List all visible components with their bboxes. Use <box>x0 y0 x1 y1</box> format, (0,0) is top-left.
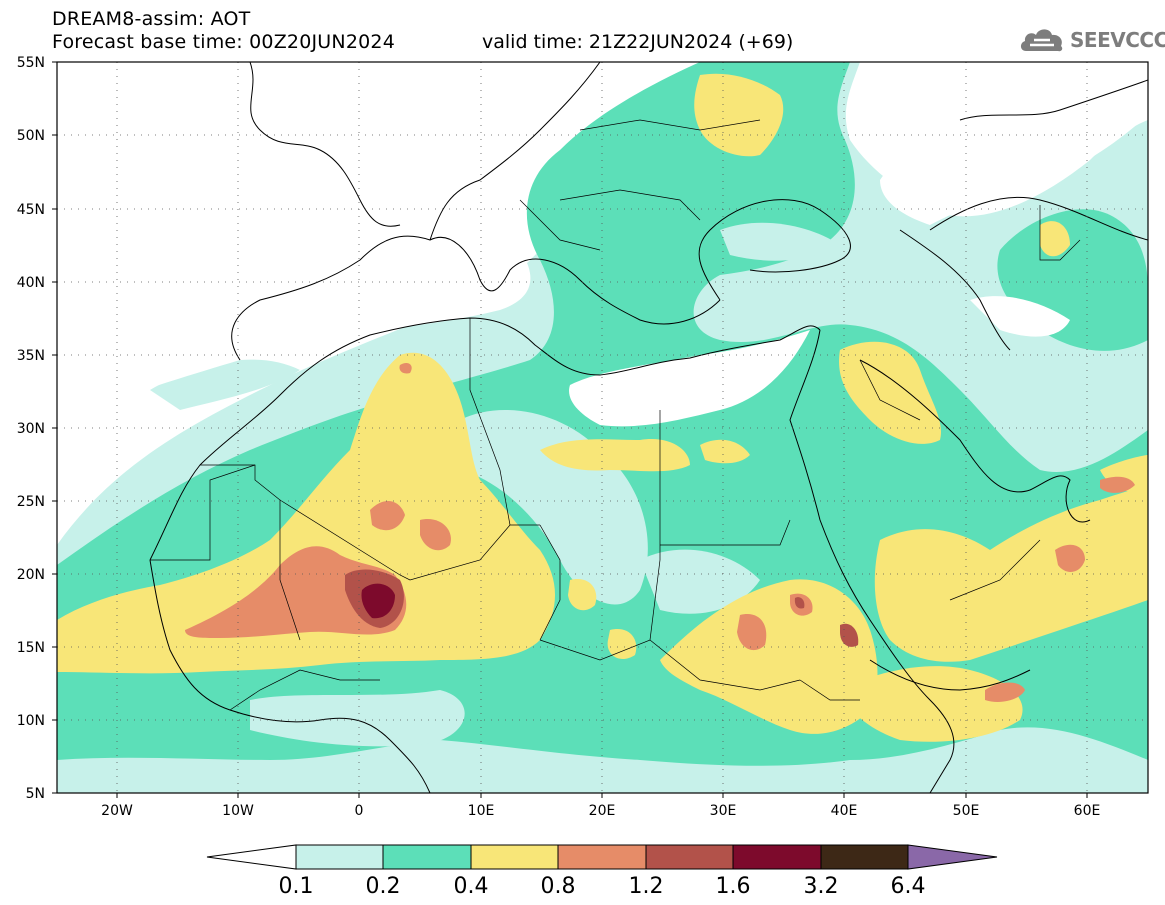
lon-label: 0 <box>355 803 364 819</box>
axis-ticks <box>52 61 1088 798</box>
lon-label: 20E <box>589 803 616 819</box>
title-line-1: DREAM8-assim: AOT <box>52 8 251 30</box>
lat-label: 55N <box>17 55 45 71</box>
colorbar-label: 1.6 <box>716 874 751 899</box>
colorbar-box <box>732 844 822 870</box>
lon-labels: 20W 10W 0 10E 20E 30E 40E 50E 60E <box>101 803 1100 819</box>
colorbar-label: 1.2 <box>629 874 664 899</box>
colorbar-box <box>470 844 559 870</box>
colorbar-label: 6.4 <box>891 874 926 899</box>
coastlines <box>149 62 1148 793</box>
graticule <box>57 62 1148 793</box>
lat-label: 10N <box>17 713 45 729</box>
colorbar-box <box>820 844 909 870</box>
colorbar-box <box>557 844 647 870</box>
colorbar-label: 3.2 <box>804 874 839 899</box>
colorbar-label: 0.2 <box>366 874 401 899</box>
colorbar-label: 0.4 <box>454 874 489 899</box>
title-line-2: Forecast base time: 00Z20JUN2024 <box>52 31 395 53</box>
logo-text: SEEVCCC <box>1070 28 1165 52</box>
country-borders <box>150 119 1081 711</box>
lat-label: 50N <box>17 128 45 144</box>
lat-label: 30N <box>17 421 45 437</box>
lon-label: 30E <box>710 803 737 819</box>
lon-label: 10E <box>468 803 495 819</box>
cloud-icon <box>1020 29 1063 52</box>
colorbar-arrow-low <box>206 844 297 870</box>
lat-labels: 55N 50N 45N 40N 35N 30N 25N 20N 15N 10N … <box>17 55 45 802</box>
lon-label: 50E <box>953 803 980 819</box>
lon-label: 10W <box>222 803 254 819</box>
seevccc-logo: SEEVCCC <box>1018 24 1165 56</box>
aot-field <box>57 62 1148 793</box>
lon-label: 40E <box>831 803 858 819</box>
lat-label: 15N <box>17 640 45 656</box>
lat-label: 20N <box>17 567 45 583</box>
colorbar-box <box>645 844 734 870</box>
colorbar-label: 0.1 <box>279 874 314 899</box>
colorbar-arrow-high <box>907 844 998 870</box>
aot-below-threshold <box>57 62 1148 427</box>
aot-level-1-6 <box>361 583 395 619</box>
lat-label: 45N <box>17 202 45 218</box>
lat-label: 5N <box>26 786 45 802</box>
colorbar-box <box>295 844 384 870</box>
valid-time: valid time: 21Z22JUN2024 (+69) <box>482 31 794 53</box>
lon-label: 20W <box>101 803 133 819</box>
aot-level-0-8 <box>185 362 1135 702</box>
colorbar-box <box>382 844 472 870</box>
colorbar-labels: 0.1 0.2 0.4 0.8 1.2 1.6 3.2 6.4 <box>279 874 926 899</box>
lat-label: 25N <box>17 494 45 510</box>
colorbar-label: 0.8 <box>541 874 576 899</box>
lon-label: 60E <box>1074 803 1101 819</box>
lat-label: 40N <box>17 275 45 291</box>
lat-label: 35N <box>17 348 45 364</box>
